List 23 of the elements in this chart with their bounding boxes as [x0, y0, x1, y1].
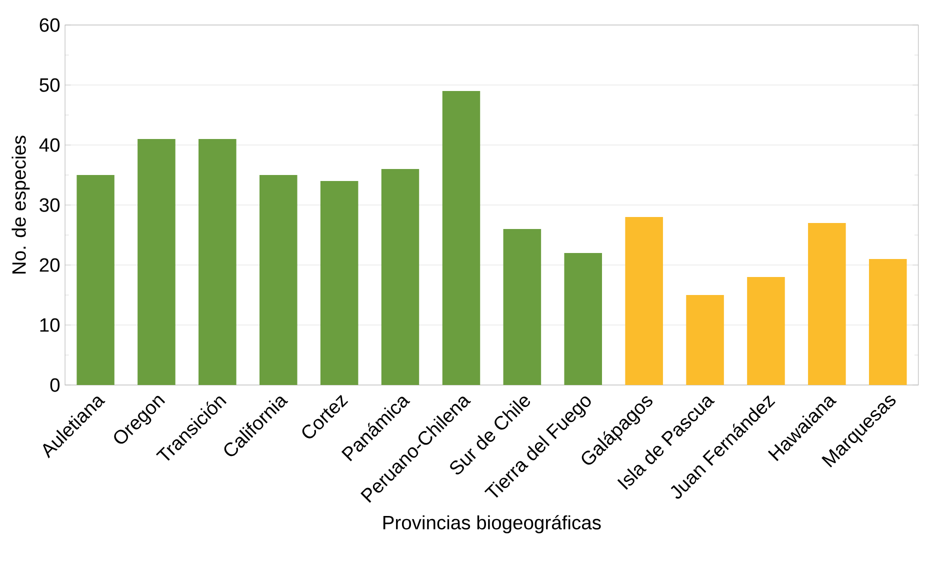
- bar: [381, 169, 420, 386]
- y-tick-label: 0: [50, 378, 60, 392]
- bar: [259, 175, 298, 386]
- bar: [868, 259, 907, 386]
- y-tick-label: 50: [40, 78, 60, 92]
- bar: [625, 217, 663, 386]
- bar: [76, 175, 114, 386]
- bar: [808, 223, 846, 386]
- bar: [747, 277, 785, 386]
- bar: [442, 91, 480, 386]
- bar: [320, 181, 358, 386]
- y-tick-label: 60: [40, 18, 60, 32]
- bar: [686, 295, 724, 386]
- y-tick-label: 30: [40, 198, 60, 212]
- y-tick-label: 20: [40, 258, 60, 272]
- bar: [138, 139, 176, 386]
- y-tick-label: 10: [40, 318, 60, 332]
- y-axis-title: No. de especies: [12, 136, 30, 274]
- bar: [564, 253, 602, 386]
- x-axis-title: Provincias biogeográficas: [383, 515, 601, 534]
- y-tick-label: 40: [39, 138, 60, 152]
- bar: [198, 139, 236, 386]
- bar: [503, 229, 542, 386]
